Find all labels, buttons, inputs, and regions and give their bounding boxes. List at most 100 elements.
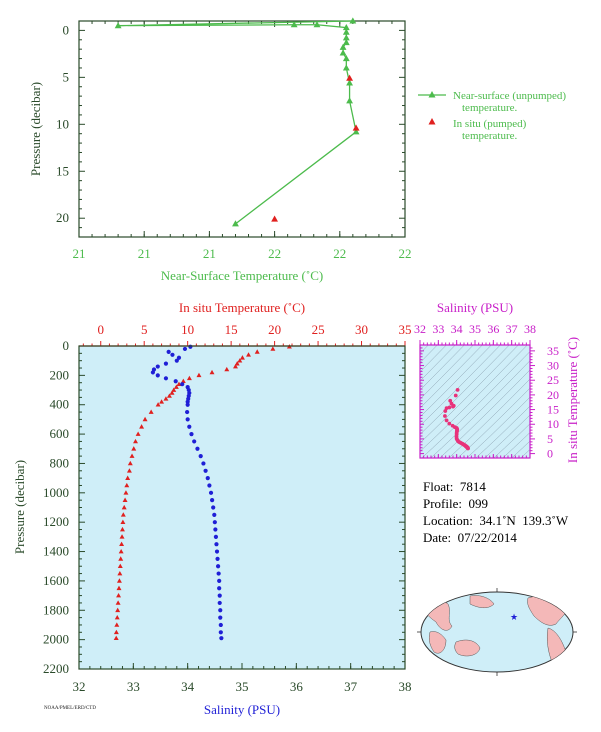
salinity-point bbox=[217, 593, 222, 598]
ts-contour bbox=[493, 423, 530, 458]
main-y-tick-label: 1800 bbox=[43, 602, 69, 617]
temperature-point bbox=[169, 390, 175, 395]
ts-point bbox=[455, 388, 460, 392]
temperature-point bbox=[125, 475, 131, 480]
ts-point bbox=[447, 421, 452, 426]
ts-point bbox=[443, 409, 448, 413]
temperature-point bbox=[116, 585, 122, 591]
main-temp-tick-label: 0 bbox=[97, 322, 104, 337]
main-y-tick-label: 200 bbox=[50, 367, 70, 382]
temperature-point bbox=[120, 519, 126, 525]
temperature-point bbox=[234, 361, 240, 366]
salinity-point bbox=[219, 636, 224, 641]
salinity-point bbox=[185, 399, 190, 404]
main-plot-background bbox=[79, 346, 405, 669]
legend-in-situ-line1: In situ (pumped) bbox=[453, 118, 527, 130]
ts-point bbox=[443, 414, 447, 418]
ts-density-contours bbox=[420, 345, 530, 458]
temperature-point bbox=[118, 548, 124, 554]
main-sal-tick-label: 35 bbox=[236, 679, 249, 694]
profile-label: Profile: bbox=[423, 496, 462, 511]
salinity-point bbox=[195, 446, 200, 451]
main-y-tick-label: 1200 bbox=[43, 514, 69, 529]
main-sal-tick-label: 32 bbox=[73, 679, 86, 694]
salinity-point bbox=[173, 379, 178, 384]
near-surface-point bbox=[346, 79, 353, 86]
main-sal-tick-label: 37 bbox=[344, 679, 358, 694]
ts-contour bbox=[448, 378, 530, 458]
float-row: Float: 7814 bbox=[423, 478, 568, 495]
main-top-axis-label: In situ Temperature (˚C) bbox=[179, 300, 305, 315]
temperature-point bbox=[224, 366, 230, 372]
temperature-point bbox=[142, 416, 148, 422]
ts-contour bbox=[484, 414, 530, 458]
salinity-point bbox=[163, 376, 169, 381]
ts-point bbox=[451, 404, 455, 409]
ts-contour bbox=[511, 440, 530, 458]
location-value: 34.1˚N 139.3˚W bbox=[479, 513, 569, 528]
temperature-point bbox=[180, 378, 186, 384]
temperature-point bbox=[119, 526, 125, 532]
temperature-point bbox=[171, 387, 177, 392]
temperature-point bbox=[123, 490, 129, 495]
salinity-point bbox=[189, 431, 194, 437]
temperature-point bbox=[135, 431, 141, 436]
temperature-point bbox=[209, 369, 215, 375]
ts-contour bbox=[420, 345, 501, 427]
top-x-tick-label: 22 bbox=[399, 246, 412, 261]
salinity-point bbox=[201, 461, 206, 466]
in-situ-point bbox=[271, 215, 279, 222]
ts-x-axis-label: Salinity (PSU) bbox=[437, 300, 513, 315]
main-temp-tick-label: 30 bbox=[355, 322, 368, 337]
ts-y-axis-label: In situ Temperature (˚C) bbox=[565, 337, 580, 463]
temperature-point bbox=[186, 375, 192, 381]
temperature-point bbox=[115, 607, 121, 613]
salinity-point bbox=[174, 358, 179, 363]
ts-contour bbox=[466, 396, 530, 458]
near-surface-point bbox=[342, 23, 350, 31]
salinity-point bbox=[187, 424, 192, 429]
salinity-point bbox=[205, 476, 210, 481]
ts-y-tick-label: 25 bbox=[547, 373, 559, 387]
top-series bbox=[114, 17, 360, 227]
salinity-point bbox=[185, 402, 190, 407]
in-situ-point bbox=[346, 74, 353, 81]
top-y-tick-label: 10 bbox=[56, 116, 69, 131]
temperature-point bbox=[119, 541, 125, 547]
temperature-point bbox=[148, 409, 154, 414]
near-surface-point bbox=[342, 28, 350, 35]
near-surface-point bbox=[232, 220, 239, 227]
top-legend: Near-surface (unpumped) temperature. In … bbox=[418, 90, 566, 142]
top-y-tick-label: 0 bbox=[63, 22, 70, 37]
top-x-tick-label: 22 bbox=[333, 246, 346, 261]
legend-marker-in-situ bbox=[428, 118, 436, 125]
salinity-point bbox=[215, 564, 221, 569]
near-surface-point bbox=[349, 17, 357, 24]
temperature-point bbox=[163, 396, 169, 401]
top-x-tick-label: 22 bbox=[268, 246, 281, 261]
main-y-tick-label: 600 bbox=[50, 426, 70, 441]
temperature-point bbox=[239, 355, 245, 360]
ts-series bbox=[443, 388, 470, 451]
top-x-tick-label: 21 bbox=[203, 246, 216, 261]
salinity-point bbox=[192, 439, 197, 444]
near-surface-point bbox=[313, 21, 321, 28]
main-temp-tick-label: 25 bbox=[312, 322, 325, 337]
top-axes: 21 21 21 22 22 22 0 5 10 15 20 bbox=[56, 21, 412, 261]
temperature-point bbox=[113, 629, 119, 635]
ts-x-tick-label: 36 bbox=[487, 322, 499, 336]
main-bottom-axis-label: Salinity (PSU) bbox=[204, 702, 280, 717]
salinity-point bbox=[218, 630, 223, 635]
salinity-point bbox=[217, 600, 222, 606]
main-y-tick-label: 1600 bbox=[43, 573, 69, 588]
main-plot-frame bbox=[78, 345, 406, 670]
main-temp-tick-label: 10 bbox=[181, 322, 194, 337]
salinity-point bbox=[210, 498, 215, 503]
location-map: ★ bbox=[417, 588, 577, 676]
salinity-point bbox=[218, 615, 223, 620]
in-situ-point bbox=[352, 124, 360, 131]
salinity-point bbox=[213, 534, 219, 539]
temperature-point bbox=[121, 504, 127, 510]
temperature-point bbox=[155, 402, 161, 407]
salinity-point bbox=[211, 505, 216, 510]
